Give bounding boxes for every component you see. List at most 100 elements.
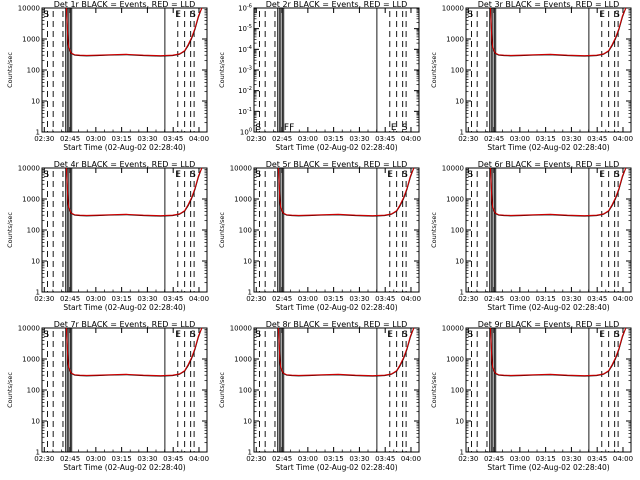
x-tick-label: 04:00 [189, 295, 209, 303]
segment-marker: S [467, 170, 473, 180]
x-tick-label: 03:15 [112, 295, 132, 303]
plot-frame [253, 7, 420, 133]
y-axis-label: Counts/sec [6, 52, 14, 88]
x-tick-label: 03:30 [137, 295, 157, 303]
y-tick-label: 10-6 [238, 4, 252, 13]
x-tick-label: 03:30 [349, 295, 369, 303]
segment-marker: E [175, 330, 181, 340]
segment-marker: S [402, 170, 408, 180]
y-tick-label: 1000 [234, 356, 252, 364]
segment-marker: E [599, 170, 605, 180]
y-axis-label: Counts/sec [218, 212, 226, 248]
segment-marker: S [255, 330, 261, 340]
series-line-events [65, 167, 203, 217]
x-tick-label: 02:45 [60, 455, 80, 463]
x-tick-label: 02:45 [484, 455, 504, 463]
x-tick-label: 02:45 [60, 295, 80, 303]
x-tick-label: 03:30 [349, 135, 369, 143]
x-tick-label: 03:45 [163, 135, 183, 143]
x-tick-label: 04:00 [613, 135, 633, 143]
x-tick-label: 02:30 [246, 295, 266, 303]
x-tick-label: 03:45 [587, 455, 607, 463]
x-tick-label: 03:00 [298, 135, 318, 143]
y-tick-label: 10 [455, 418, 464, 426]
panel-title: Det 9r BLACK = Events, RED = LLD [478, 320, 620, 329]
y-tick-label: 10000 [230, 165, 252, 173]
x-tick-label: 03:30 [349, 455, 369, 463]
segment-marker: E [599, 330, 605, 340]
y-tick-label: 10-3 [238, 66, 252, 75]
y-tick-label: 100 [451, 387, 464, 395]
segment-marker: E [175, 10, 181, 20]
segment-marker: S [467, 10, 473, 20]
plot-frame [465, 7, 632, 133]
plot-frame [465, 167, 632, 293]
series-line-lld [489, 327, 627, 377]
y-tick-label: 100 [239, 227, 252, 235]
panel-title: Det 4r BLACK = Events, RED = LLD [54, 160, 196, 169]
series-line-events [277, 167, 415, 217]
panel-8: Det 8r BLACK = Events, RED = LLD 1 10 100 10… [218, 320, 421, 472]
x-tick-label: 03:45 [375, 455, 395, 463]
x-tick-label: 02:30 [34, 455, 54, 463]
y-tick-label: 100 [451, 67, 464, 75]
x-tick-label: 03:15 [112, 455, 132, 463]
plot-frame [41, 7, 208, 133]
y-tick-label: 10-5 [238, 24, 252, 33]
segment-marker: E [391, 123, 397, 133]
x-tick-label: 02:30 [34, 135, 54, 143]
x-tick-label: 03:15 [324, 135, 344, 143]
y-tick-label: 10-1 [238, 107, 252, 116]
segment-marker: S [255, 170, 261, 180]
x-tick-label: 04:00 [189, 455, 209, 463]
x-tick-label: 03:15 [536, 455, 556, 463]
x-tick-label: 02:45 [60, 135, 80, 143]
y-tick-label: 100 [27, 227, 40, 235]
y-tick-label: 10-2 [238, 86, 252, 95]
series-line-events [489, 7, 627, 57]
segment-marker: S [402, 123, 408, 133]
panel-title: Det 5r BLACK = Events, RED = LLD [266, 160, 408, 169]
panel-9: Det 9r BLACK = Events, RED = LLD 1 10 100 10… [430, 320, 633, 472]
x-tick-label: 03:00 [86, 455, 106, 463]
y-tick-label: 10 [243, 418, 252, 426]
segment-marker: E [599, 10, 605, 20]
plot-frame [253, 327, 420, 453]
y-tick-label: 1 [460, 129, 464, 137]
segment-marker: S [43, 330, 49, 340]
x-tick-label: 03:45 [163, 455, 183, 463]
y-tick-label: 10-4 [238, 45, 252, 54]
y-tick-label: 1 [248, 449, 252, 457]
y-tick-label: 100 [451, 227, 464, 235]
x-tick-label: 02:45 [272, 135, 292, 143]
x-axis-label: Start Time (02-Aug-02 02:28:40) [275, 303, 397, 312]
series-line-lld [489, 167, 627, 217]
x-axis-label: Start Time (02-Aug-02 02:28:40) [63, 303, 185, 312]
segment-marker: S [614, 330, 620, 340]
y-tick-label: 1000 [22, 36, 40, 44]
panel-title: Det 6r BLACK = Events, RED = LLD [478, 160, 620, 169]
panel-4: Det 4r BLACK = Events, RED = LLD 1 10 100 10… [6, 160, 209, 312]
series-line-events [489, 167, 627, 217]
y-tick-label: 1000 [446, 196, 464, 204]
y-tick-label: 10 [455, 98, 464, 106]
segment-marker: S [43, 170, 49, 180]
x-tick-label: 03:15 [324, 455, 344, 463]
y-tick-label: 1000 [22, 356, 40, 364]
segment-marker: S [190, 10, 196, 20]
x-tick-label: 04:00 [401, 135, 421, 143]
y-tick-label: 1000 [22, 196, 40, 204]
x-tick-label: 03:00 [510, 455, 530, 463]
plot-frame [41, 327, 208, 453]
y-tick-label: 10000 [442, 165, 464, 173]
segment-marker: S [190, 170, 196, 180]
x-tick-label: 02:30 [246, 135, 266, 143]
segment-marker: S [467, 330, 473, 340]
y-tick-label: 100 [27, 387, 40, 395]
panel-title: Det 7r BLACK = Events, RED = LLD [54, 320, 196, 329]
x-tick-label: 03:00 [86, 135, 106, 143]
y-tick-label: 10 [31, 258, 40, 266]
segment-marker: S [614, 10, 620, 20]
